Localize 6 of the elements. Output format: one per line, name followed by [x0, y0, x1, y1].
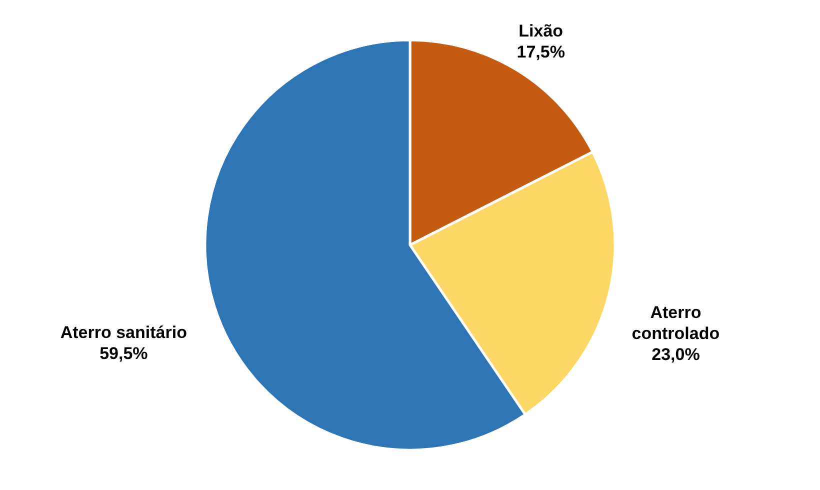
data-label: 23,0% [652, 345, 700, 364]
data-label: 17,5% [516, 42, 565, 62]
data-label: 59,5% [100, 344, 148, 364]
slice-label: Lixão [518, 21, 564, 40]
slice-label: Aterro sanitário [60, 323, 187, 342]
slice-label: Aterro controlado [632, 303, 720, 344]
